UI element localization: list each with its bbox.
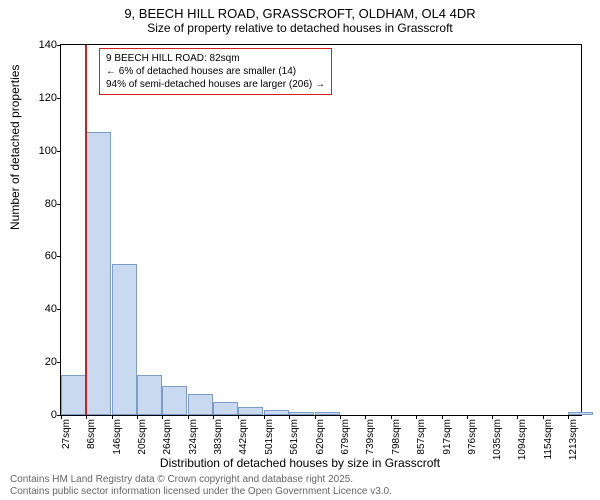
- y-tick-label: 120: [39, 92, 57, 104]
- y-tick-label: 40: [45, 303, 57, 315]
- annotation-box: 9 BEECH HILL ROAD: 82sqm← 6% of detached…: [99, 48, 332, 95]
- histogram-bar: [188, 394, 213, 415]
- x-tick-label: 146sqm: [112, 419, 123, 455]
- x-tick-label: 1035sqm: [492, 419, 503, 460]
- x-tick-label: 86sqm: [86, 419, 97, 449]
- histogram-bar: [264, 410, 289, 415]
- x-tick-mark: [492, 415, 493, 419]
- chart-container: 9, BEECH HILL ROAD, GRASSCROFT, OLDHAM, …: [0, 0, 600, 500]
- x-tick-mark: [467, 415, 468, 419]
- histogram-bar: [568, 412, 593, 415]
- x-tick-mark: [442, 415, 443, 419]
- x-tick-label: 383sqm: [213, 419, 224, 455]
- y-tick-mark: [57, 256, 61, 257]
- y-tick-mark: [57, 309, 61, 310]
- histogram-bar: [162, 386, 187, 415]
- reference-line: [85, 45, 87, 415]
- x-tick-label: 976sqm: [467, 419, 478, 455]
- x-tick-mark: [289, 415, 290, 419]
- x-tick-label: 917sqm: [442, 419, 453, 455]
- x-tick-label: 205sqm: [137, 419, 148, 455]
- x-tick-mark: [162, 415, 163, 419]
- x-tick-label: 739sqm: [365, 419, 376, 455]
- x-tick-label: 264sqm: [162, 419, 173, 455]
- x-tick-label: 27sqm: [61, 419, 72, 449]
- x-tick-mark: [416, 415, 417, 419]
- annotation-line: ← 6% of detached houses are smaller (14): [106, 65, 325, 78]
- histogram-bar: [238, 407, 263, 415]
- histogram-bar: [213, 402, 238, 415]
- annotation-line: 9 BEECH HILL ROAD: 82sqm: [106, 52, 325, 65]
- x-tick-mark: [543, 415, 544, 419]
- x-tick-label: 1213sqm: [568, 419, 579, 460]
- x-tick-mark: [86, 415, 87, 419]
- annotation-line: 94% of semi-detached houses are larger (…: [106, 78, 325, 91]
- y-tick-mark: [57, 151, 61, 152]
- histogram-bar: [112, 264, 137, 415]
- x-tick-label: 442sqm: [238, 419, 249, 455]
- x-tick-label: 324sqm: [188, 419, 199, 455]
- footer-line: Contains HM Land Registry data © Crown c…: [10, 474, 392, 486]
- x-tick-label: 1154sqm: [543, 419, 554, 459]
- x-tick-mark: [61, 415, 62, 419]
- y-tick-mark: [57, 362, 61, 363]
- x-tick-mark: [391, 415, 392, 419]
- y-tick-mark: [57, 204, 61, 205]
- x-tick-label: 501sqm: [264, 419, 275, 455]
- x-tick-label: 1094sqm: [517, 419, 528, 460]
- x-tick-label: 857sqm: [416, 419, 427, 455]
- x-tick-mark: [137, 415, 138, 419]
- x-tick-mark: [213, 415, 214, 419]
- x-tick-label: 620sqm: [315, 419, 326, 455]
- y-tick-label: 80: [45, 198, 57, 210]
- histogram-bar: [137, 375, 162, 415]
- y-tick-mark: [57, 45, 61, 46]
- y-tick-label: 100: [39, 145, 57, 157]
- footer-attribution: Contains HM Land Registry data © Crown c…: [10, 474, 392, 498]
- histogram-bar: [289, 412, 314, 415]
- y-tick-label: 60: [45, 250, 57, 262]
- x-tick-mark: [112, 415, 113, 419]
- x-tick-mark: [188, 415, 189, 419]
- x-tick-label: 798sqm: [391, 419, 402, 455]
- x-tick-label: 561sqm: [289, 419, 300, 455]
- chart-subtitle: Size of property relative to detached ho…: [0, 21, 600, 39]
- x-axis-label: Distribution of detached houses by size …: [0, 456, 600, 470]
- x-tick-mark: [315, 415, 316, 419]
- chart-title: 9, BEECH HILL ROAD, GRASSCROFT, OLDHAM, …: [0, 0, 600, 21]
- x-tick-mark: [238, 415, 239, 419]
- histogram-bar: [86, 132, 111, 415]
- x-tick-label: 679sqm: [340, 419, 351, 455]
- histogram-bar: [315, 412, 340, 415]
- x-tick-mark: [568, 415, 569, 419]
- y-axis-label: Number of detached properties: [8, 65, 22, 230]
- x-tick-mark: [517, 415, 518, 419]
- y-tick-mark: [57, 98, 61, 99]
- footer-line: Contains public sector information licen…: [10, 486, 392, 498]
- x-tick-mark: [264, 415, 265, 419]
- histogram-bar: [61, 375, 86, 415]
- y-tick-label: 20: [45, 356, 57, 368]
- y-tick-label: 140: [39, 39, 57, 51]
- x-tick-mark: [365, 415, 366, 419]
- x-tick-mark: [340, 415, 341, 419]
- plot-area: 02040608010012014027sqm86sqm146sqm205sqm…: [60, 44, 582, 416]
